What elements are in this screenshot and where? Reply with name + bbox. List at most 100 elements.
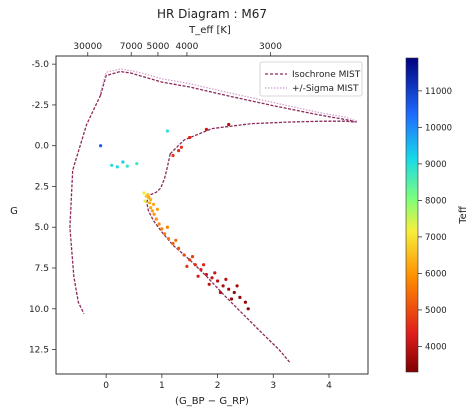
top-tick-label: 5000 [147, 42, 170, 52]
isochrone-curves [69, 68, 358, 364]
star-point [149, 206, 153, 210]
star-point [165, 129, 169, 133]
top-x-axis-label: T_eff [K] [188, 25, 231, 36]
y-tick-label: 12.5 [29, 346, 49, 356]
star-point [121, 160, 125, 164]
star-point [202, 263, 206, 267]
star-points [99, 122, 250, 311]
star-point [110, 163, 114, 167]
legend-sigma-label: +/-Sigma MIST [292, 84, 359, 94]
colorbar-tick-label: 6000 [425, 269, 447, 279]
isochrone-curve [169, 120, 355, 155]
star-point [135, 162, 139, 166]
star-point [151, 202, 156, 206]
isochrone-curve [69, 94, 102, 314]
star-point [115, 165, 119, 169]
y-tick-label: 10.0 [29, 305, 49, 315]
colorbar-tick-label: 5000 [425, 306, 447, 316]
y-tick-label: 7.5 [35, 264, 49, 274]
x-tick-label: 3 [270, 381, 276, 391]
star-point [204, 272, 208, 277]
star-point [144, 194, 148, 198]
top-tick-label: 3000 [259, 42, 282, 52]
star-point [188, 135, 192, 140]
star-point [199, 268, 203, 272]
star-point [204, 127, 208, 131]
isochrone-curve [146, 153, 291, 364]
star-point [152, 212, 156, 216]
top-tick-label: 4000 [175, 42, 198, 52]
y-tick-label: 5.0 [35, 223, 50, 233]
star-point [216, 279, 220, 283]
star-point [143, 199, 147, 203]
star-point [227, 122, 231, 127]
star-point [193, 263, 197, 267]
y-tick-label: 2.5 [35, 182, 49, 192]
colorbar-tick-label: 11000 [425, 87, 452, 97]
star-point [163, 232, 167, 236]
star-point [150, 209, 154, 213]
star-point [185, 264, 189, 268]
star-point [166, 237, 171, 241]
star-point [235, 284, 239, 288]
colorbar-tick-label: 10000 [425, 123, 452, 133]
top-tick-label: 30000 [73, 42, 102, 52]
star-point [177, 246, 181, 250]
star-point [182, 253, 186, 257]
star-point [218, 290, 222, 295]
star-point [207, 282, 211, 286]
star-point [165, 225, 169, 229]
star-point [160, 227, 164, 231]
colorbar-label: Teff [458, 205, 469, 225]
star-point [210, 276, 214, 280]
x-tick-label: 1 [159, 381, 165, 391]
top-tick-label: 7000 [120, 42, 143, 52]
star-point [174, 238, 178, 242]
colorbar-tick-label: 9000 [425, 160, 447, 170]
star-point [213, 271, 217, 275]
y-tick-label: 0.0 [35, 142, 50, 152]
top-x-axis: 30000 7000 5000 4000 3000 [73, 42, 282, 56]
colorbar-tick-label: 4000 [425, 342, 447, 352]
star-point [232, 290, 236, 295]
star-point [148, 201, 152, 205]
x-tick-label: 0 [103, 381, 109, 391]
star-point [224, 277, 228, 281]
y-tick-label: -5.0 [31, 60, 49, 70]
legend-box [259, 61, 363, 97]
star-point [125, 164, 129, 168]
x-tick-label: 4 [326, 381, 332, 391]
y-axis-label: G [10, 206, 18, 217]
star-point [99, 144, 103, 148]
x-axis: 0 1 2 3 4 [103, 374, 332, 391]
star-point [155, 207, 159, 211]
chart-title: HR Diagram : M67 [157, 7, 267, 21]
colorbar [405, 57, 419, 373]
star-point [171, 153, 175, 158]
x-axis-label: (G_BP − G_RP) [175, 396, 249, 407]
star-point [179, 145, 183, 149]
star-point [246, 307, 250, 311]
star-point [190, 255, 195, 259]
star-point [229, 297, 234, 301]
plot-frame [55, 55, 369, 375]
star-point [196, 274, 200, 278]
legend: Isochrone MIST +/-Sigma MIST [259, 61, 363, 97]
star-point [243, 300, 247, 304]
star-point [188, 258, 192, 262]
star-point [149, 197, 153, 202]
star-point [171, 241, 175, 246]
legend-isochrone-label: Isochrone MIST [292, 70, 361, 80]
colorbar-tick-label: 8000 [425, 196, 447, 206]
star-point [221, 284, 225, 288]
star-point [227, 287, 231, 291]
y-axis: -5.0 -2.5 0.0 2.5 5.0 7.5 10.0 12.5 [29, 60, 56, 356]
colorbar-ticks: 11000 10000 9000 8000 7000 6000 5000 4000 [418, 87, 452, 352]
star-point [157, 222, 161, 226]
star-point [142, 191, 146, 195]
star-point [177, 149, 181, 153]
x-tick-label: 2 [215, 381, 221, 391]
star-point [154, 217, 158, 221]
star-point [238, 295, 242, 299]
